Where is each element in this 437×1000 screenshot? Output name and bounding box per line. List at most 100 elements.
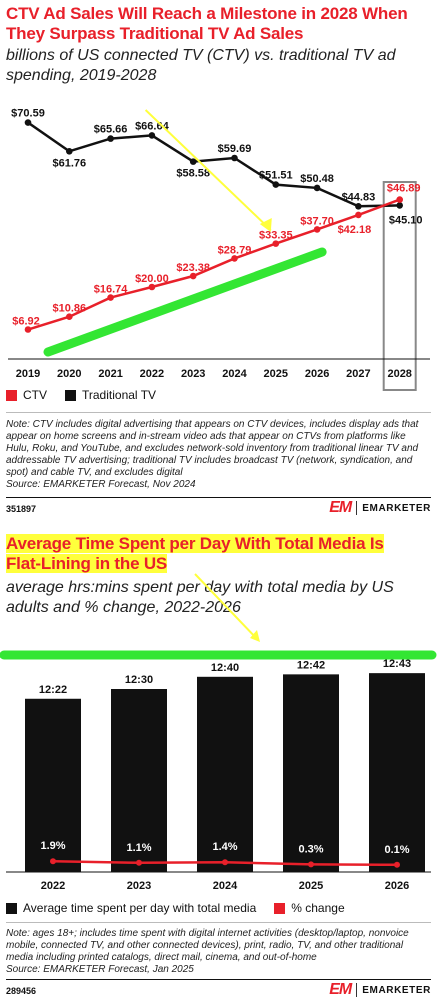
highlight-arrow-head <box>250 630 260 642</box>
bar-label-2025: 12:42 <box>297 659 325 671</box>
point-traditional-tv-2023 <box>189 158 197 165</box>
emarketer-logo-icon: EM <box>329 499 352 516</box>
chart2-subtitle: average hrs:mins spent per day with tota… <box>6 579 394 616</box>
label-traditional-tv-2020: $61.76 <box>52 157 86 169</box>
media-time-chart-panel: Average Time Spent per Day With Total Me… <box>0 530 437 1000</box>
x-tick-label-2023: 2023 <box>127 880 151 892</box>
pct-label-2026: 0.1% <box>384 844 409 856</box>
point-ctv-2027 <box>355 211 362 219</box>
chart1-note: Note: CTV includes digital advertising t… <box>6 419 419 478</box>
label-traditional-tv-2023: $58.58 <box>176 168 210 180</box>
point-pct-change-2026 <box>394 861 400 868</box>
brand-separator <box>356 501 358 515</box>
label-ctv-2023: $23.38 <box>176 262 210 274</box>
label-ctv-2019: $6.92 <box>12 316 40 328</box>
chart1-id: 351897 <box>6 504 37 514</box>
point-traditional-tv-2025 <box>272 181 280 188</box>
chart1-brand: EM EMARKETER <box>329 499 431 517</box>
point-pct-change-2022 <box>50 858 56 865</box>
label-ctv-2028: $46.89 <box>387 183 421 195</box>
chart2-plot: 12:22 12:30 12:40 12:42 12:43 1.9% 1.1% 1.4% 0.3… <box>0 573 437 892</box>
bar-label-2022: 12:22 <box>39 684 67 696</box>
pct-label-2023: 1.1% <box>126 842 151 854</box>
chart2-footer-rule <box>6 979 431 980</box>
point-traditional-tv-2024 <box>231 154 238 162</box>
label-traditional-tv-2021: $65.66 <box>94 124 128 136</box>
highlight-box-2028 <box>382 181 417 391</box>
point-ctv-2022 <box>148 283 156 291</box>
legend-item-traditional-tv: Traditional TV <box>65 388 156 402</box>
pct-label-2024: 1.4% <box>212 841 237 853</box>
point-ctv-2024 <box>231 255 238 262</box>
point-traditional-tv-2019 <box>24 119 32 126</box>
legend-item-ctv: CTV <box>6 388 47 402</box>
point-ctv-2021 <box>107 294 114 301</box>
x-tick-label-2020: 2020 <box>57 368 81 380</box>
highlight-trend-line <box>43 247 327 357</box>
label-traditional-tv-2025: $51.51 <box>259 170 293 182</box>
label-ctv-2026: $37.70 <box>300 215 334 227</box>
x-tick-label-2022: 2022 <box>41 880 65 892</box>
chart1-subtitle: billions of US connected TV (CTV) vs. tr… <box>6 47 396 84</box>
x-tick-label-2024: 2024 <box>213 880 238 892</box>
x-tick-label-2022: 2022 <box>140 368 164 380</box>
chart1-plot: $70.59 $61.76 $65.66 $66.64 $58.58 $59.69 $51.… <box>8 108 430 391</box>
point-traditional-tv-2028 <box>396 202 404 209</box>
pct-label-2022: 1.9% <box>40 840 65 852</box>
chart2-note: Note: ages 18+; includes time spent with… <box>6 928 409 963</box>
bar-label-2026: 12:43 <box>383 658 411 670</box>
chart2-divider <box>6 922 431 923</box>
x-tick-label-2024: 2024 <box>222 368 247 380</box>
x-tick-label-2023: 2023 <box>181 368 205 380</box>
highlight-arrow-line <box>144 109 272 231</box>
bar-2025 <box>283 674 339 872</box>
x-tick-label-2028: 2028 <box>387 368 411 380</box>
bar-2024 <box>197 676 253 872</box>
label-traditional-tv-2026: $50.48 <box>300 173 334 185</box>
x-tick-label-2019: 2019 <box>16 368 40 380</box>
brand-separator <box>356 983 358 997</box>
label-traditional-tv-2019: $70.59 <box>11 108 45 120</box>
chart1-footer-rule <box>6 497 431 498</box>
legend-item-time-spent: Average time spent per day with total me… <box>6 901 256 915</box>
x-tick-label-2026: 2026 <box>385 880 409 892</box>
x-tick-label-2027: 2027 <box>346 368 370 380</box>
chart2-id: 289456 <box>6 986 37 996</box>
point-ctv-2026 <box>313 226 321 233</box>
legend-swatch-ctv <box>6 389 17 401</box>
point-traditional-tv-2022 <box>148 132 156 139</box>
series-line-traditional-tv <box>27 121 400 208</box>
label-ctv-2024: $28.79 <box>218 244 252 256</box>
pct-label-2025: 0.3% <box>298 843 323 855</box>
ctv-chart-panel: CTV Ad Sales Will Reach a Milestone in 2… <box>6 4 431 517</box>
chart2-source: Source: EMARKETER Forecast, Jan 2025 <box>6 964 194 975</box>
x-tick-label-2021: 2021 <box>98 368 122 380</box>
label-traditional-tv-2022: $66.64 <box>135 120 170 132</box>
label-ctv-2027: $42.18 <box>338 224 372 236</box>
label-ctv-2020: $10.86 <box>52 303 86 315</box>
chart2-brand: EM EMARKETER <box>329 981 431 999</box>
point-ctv-2028 <box>396 196 404 203</box>
series-line-ctv <box>27 198 401 331</box>
bar-label-2024: 12:40 <box>211 662 239 674</box>
label-traditional-tv-2028: $45.10 <box>389 214 423 226</box>
legend-label-time-spent: Average time spent per day with total me… <box>23 901 257 915</box>
point-traditional-tv-2026 <box>313 184 321 192</box>
chart1-source: Source: EMARKETER Forecast, Nov 2024 <box>6 479 196 490</box>
chart1-legend: CTV Traditional TV <box>6 388 156 402</box>
point-traditional-tv-2021 <box>107 135 114 142</box>
chart2-legend: Average time spent per day with total me… <box>6 901 345 915</box>
emarketer-logo-icon: EM <box>329 981 352 998</box>
label-ctv-2022: $20.00 <box>135 273 169 285</box>
point-ctv-2025 <box>272 240 280 247</box>
chart2-title-line1: Average Time Spent per Day With Total Me… <box>6 534 384 553</box>
legend-item-pct-change: % change <box>274 901 345 915</box>
legend-label-pct-change: % change <box>291 901 345 915</box>
brand-name: EMARKETER <box>362 984 431 996</box>
legend-swatch-traditional-tv <box>65 389 76 401</box>
brand-name: EMARKETER <box>362 502 431 514</box>
point-ctv-2019 <box>24 326 32 333</box>
bar-label-2023: 12:30 <box>125 674 153 686</box>
legend-swatch-pct-change <box>274 902 286 914</box>
highlight-arrow-line <box>194 573 259 641</box>
